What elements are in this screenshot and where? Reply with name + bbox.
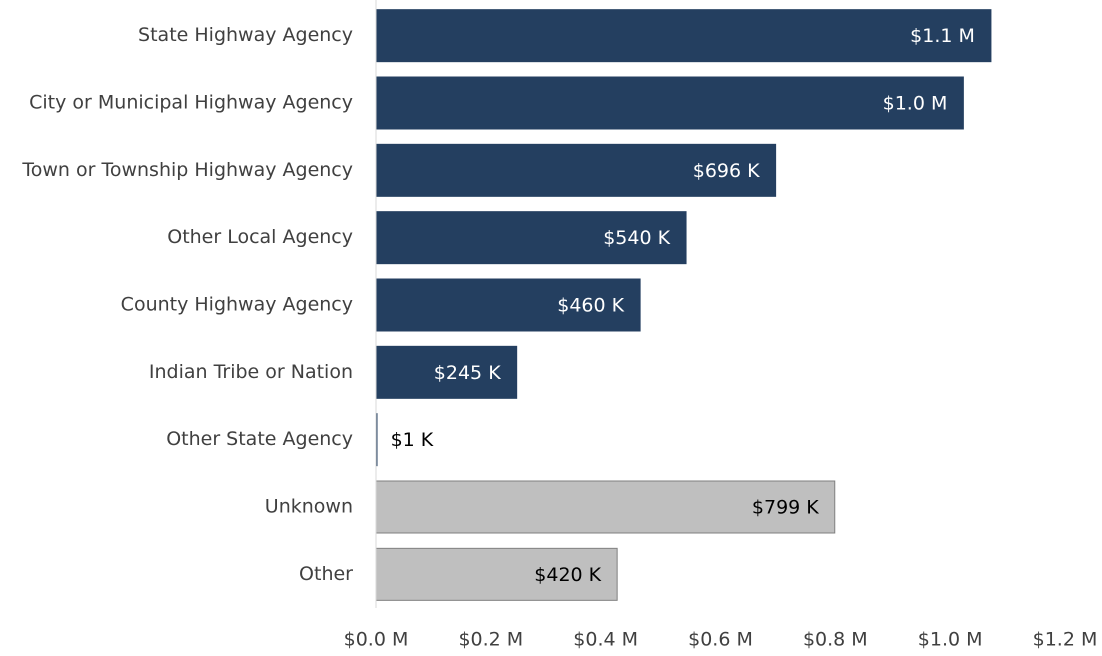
y-tick-label: Other State Agency — [166, 428, 353, 450]
value-label: $540 K — [603, 227, 670, 249]
bar — [375, 143, 777, 197]
value-label: $245 K — [434, 362, 501, 384]
bar — [375, 76, 964, 130]
y-tick-label: Indian Tribe or Nation — [149, 361, 353, 383]
x-tick-label: $0.4 M — [573, 629, 638, 651]
value-label: $1.0 M — [883, 93, 948, 115]
y-tick-label: County Highway Agency — [121, 294, 353, 316]
bar — [375, 345, 518, 399]
y-tick-label: Other — [299, 563, 353, 585]
y-tick-label: State Highway Agency — [138, 24, 353, 46]
bar — [375, 547, 618, 601]
bar — [375, 9, 992, 63]
value-label: $420 K — [534, 564, 601, 586]
value-label: $696 K — [693, 160, 760, 182]
value-label: $460 K — [557, 295, 624, 317]
y-tick-label: Other Local Agency — [167, 226, 353, 248]
value-label: $1.1 M — [910, 25, 975, 47]
y-tick-label: Unknown — [265, 496, 353, 518]
y-tick-label: City or Municipal Highway Agency — [29, 92, 353, 114]
y-tick-label: Town or Township Highway Agency — [21, 159, 353, 181]
bar — [375, 278, 641, 332]
value-label: $1 K — [391, 429, 434, 451]
bar — [375, 480, 836, 534]
x-tick-label: $1.2 M — [1033, 629, 1098, 651]
bar — [375, 211, 687, 265]
x-tick-label: $0.2 M — [458, 629, 523, 651]
value-label: $799 K — [752, 497, 819, 519]
x-tick-label: $1.0 M — [918, 629, 983, 651]
x-tick-label: $0.8 M — [803, 629, 868, 651]
x-tick-label: $0.0 M — [344, 629, 409, 651]
x-tick-label: $0.6 M — [688, 629, 753, 651]
